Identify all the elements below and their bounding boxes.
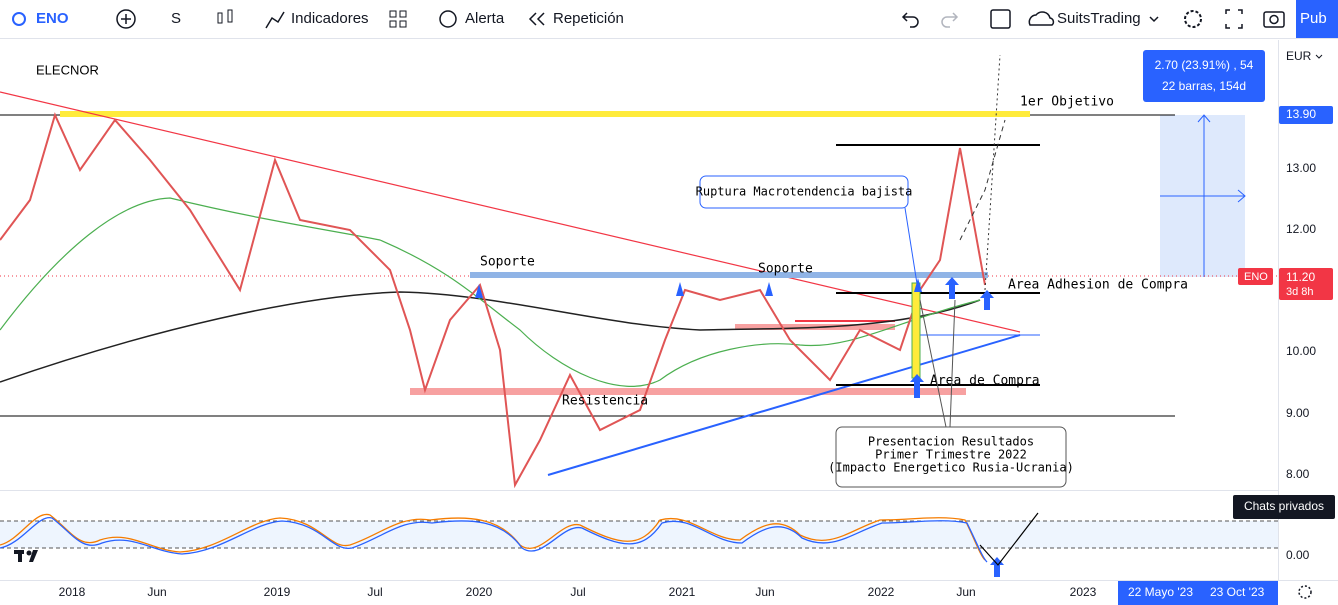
time-axis: 2023Jun2022Jun2021Jul2020Jul2019Jun2018 … [59,581,1312,605]
symbol[interactable]: ENO [36,10,69,27]
note-line: (Impacto Energetico Rusia-Ucrania) [828,461,1074,475]
replay[interactable]: Repetición [553,10,624,27]
support-label: Soporte [480,255,535,270]
price-tick: 8.00 [1286,467,1310,481]
range-end: 23 Oct '23 [1210,585,1265,599]
indicators-icon [265,11,285,29]
price-tick: 9.00 [1286,406,1310,420]
undo[interactable] [901,12,919,28]
price-tick: 13.00 [1286,161,1316,175]
adhesion-label: Area Adhesion de Compra [1008,278,1188,293]
price-tick: 12.00 [1286,222,1316,236]
tv-logo [14,550,38,562]
publish-button[interactable] [1296,0,1338,38]
time-label: 2019 [264,585,291,599]
oscillator-tick: 0.00 [1286,548,1310,562]
indicators[interactable]: Indicadores [291,10,369,27]
objective-line [60,111,1030,117]
time-label: 2022 [868,585,895,599]
chart-pane: ELECNOR 2.70 (23.91%) , 54 22 barras, 15… [0,40,1338,581]
measure-box [1143,50,1265,102]
breakout-callout [699,175,909,209]
instrument-name: ELECNOR [36,62,99,77]
templates[interactable] [389,10,407,28]
toolbar [0,0,1338,38]
buy-zone [410,388,966,395]
ma-50 [0,197,981,387]
measure-line1: 2.70 (23.91%) , 54 [1155,58,1254,72]
note-callout [835,426,1067,488]
alert-icon [439,10,457,28]
time-label: Jun [147,585,166,599]
fullscreen-select[interactable] [990,9,1011,29]
time-label: 2018 [59,585,86,599]
fullscreen[interactable] [1225,9,1243,29]
stoch-d [0,517,988,563]
note-line: Presentacion Resultados [868,435,1034,449]
chart-type[interactable] [217,9,233,24]
objective-label: 1er Objetivo [1020,95,1114,110]
ma-200 [0,291,981,383]
snapshot[interactable] [1263,11,1285,28]
time-label: Jul [570,585,585,599]
axis-settings[interactable] [1298,585,1312,599]
currency[interactable]: EUR [1286,49,1312,63]
resistance-label: Resistencia [562,394,648,409]
price-tick: 10.00 [1286,344,1316,358]
settings[interactable] [1184,10,1202,28]
last-price: 11.20 [1286,270,1315,284]
support-label: Soporte [758,262,813,277]
publish[interactable]: Pub [1300,10,1327,27]
add-symbol[interactable] [116,9,136,29]
price-series [0,112,986,489]
uptrend [547,334,1021,476]
tooltip: Chats privados [1244,499,1324,513]
interval[interactable]: S [171,10,181,27]
time-label: Jun [956,585,975,599]
redo[interactable] [941,12,959,28]
time-label: 2020 [466,585,493,599]
countdown: 3d 8h [1286,286,1314,298]
note-line: Primer Trimestre 2022 [875,448,1027,462]
support-zone [470,272,988,278]
symbol-tag: ENO [1244,271,1268,283]
cloud [1028,11,1055,26]
oscillator-band [0,521,1278,548]
downtrend [0,91,1021,333]
logo [12,12,26,26]
layout-name[interactable]: SuitsTrading [1057,10,1141,27]
tooltip-box [1233,495,1335,519]
time-label: Jul [367,585,382,599]
time-label: Jun [755,585,774,599]
time-label: 2021 [669,585,696,599]
breakout-label: Ruptura Macrotendencia bajista [696,185,913,199]
buy-area-label: Area de Compra [930,374,1040,389]
replay-icon [528,12,537,26]
price-axis: EUR 13.00 12.00 10.00 9.00 8.00 0.00 13.… [1233,49,1335,562]
alert[interactable]: Alerta [465,10,505,27]
time-label: 2023 [1070,585,1097,599]
range-start: 22 Mayo '23 [1128,585,1193,599]
measure-line2: 22 barras, 154d [1162,79,1246,93]
target-price: 13.90 [1286,107,1316,121]
